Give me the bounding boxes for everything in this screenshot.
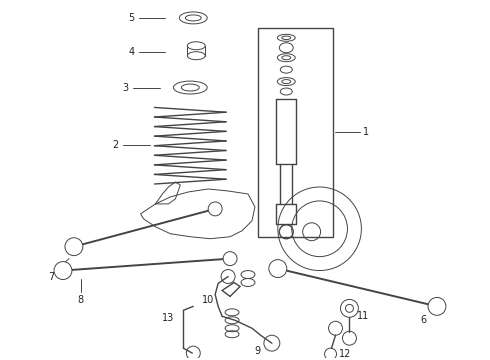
Circle shape [223,252,237,266]
Text: 7: 7 [48,271,54,282]
Circle shape [65,238,83,256]
Text: 8: 8 [78,296,84,305]
Text: 2: 2 [113,140,119,150]
Polygon shape [141,189,255,239]
Circle shape [269,260,287,278]
Circle shape [428,297,446,315]
Text: 6: 6 [420,315,426,325]
Text: 13: 13 [162,313,174,323]
Text: 5: 5 [128,13,135,23]
Text: 4: 4 [128,47,135,57]
Circle shape [208,202,222,216]
Text: 3: 3 [122,82,129,93]
Text: 12: 12 [339,349,352,359]
Text: 10: 10 [202,296,214,305]
Text: 9: 9 [255,346,261,356]
Circle shape [54,262,72,279]
Bar [258,28,333,237]
Text: 1: 1 [363,127,369,137]
Text: 11: 11 [357,311,369,321]
